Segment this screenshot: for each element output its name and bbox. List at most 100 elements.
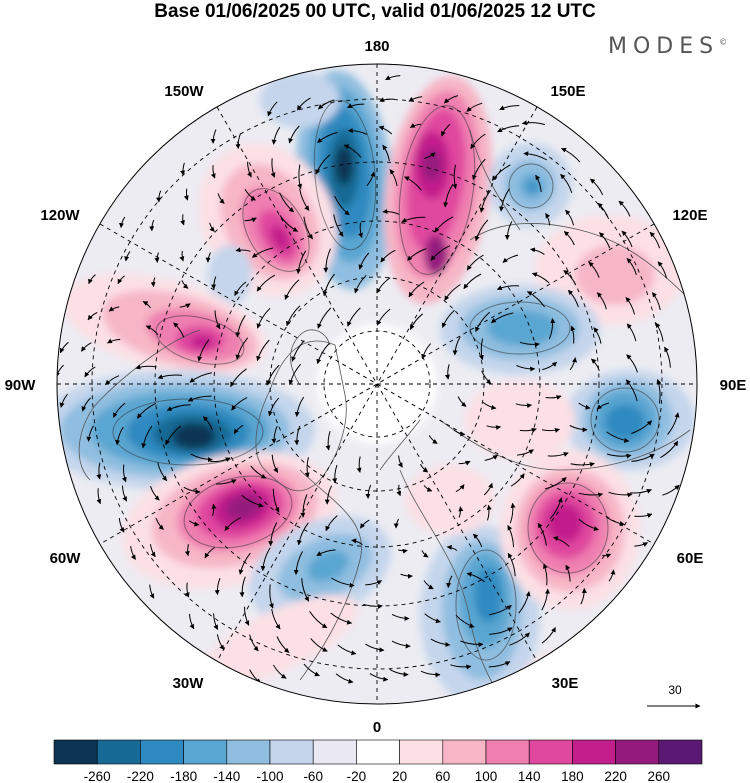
wind-arrow xyxy=(491,164,511,181)
wind-arrow xyxy=(304,457,310,478)
wind-arrow xyxy=(122,485,128,502)
wind-arrow xyxy=(424,152,436,159)
wind-arrow xyxy=(365,643,385,653)
wind-arrow xyxy=(288,125,300,144)
wind-arrow xyxy=(142,301,151,309)
wind-arrow xyxy=(530,247,545,255)
colorbar-cell xyxy=(312,739,357,765)
wind-arrow xyxy=(486,425,501,431)
wind-arrow xyxy=(463,273,482,290)
brand-mark: © xyxy=(719,37,728,47)
wind-arrow xyxy=(401,216,426,223)
wind-arrow xyxy=(593,327,602,344)
wind-arrow xyxy=(294,396,305,417)
wind-arrow xyxy=(409,123,422,128)
wind-arrow xyxy=(507,525,514,548)
wind-arrow xyxy=(596,292,607,310)
wind-arrow xyxy=(117,275,125,285)
wind-arrow xyxy=(256,339,270,362)
wind-arrow xyxy=(284,279,300,300)
wind-arrow xyxy=(588,261,600,278)
wind-arrow xyxy=(332,464,338,484)
wind-arrow xyxy=(268,584,274,609)
wind-arrow xyxy=(356,456,362,473)
wind-arrow xyxy=(660,440,679,459)
wind-arrow xyxy=(84,366,96,378)
wind-arrow xyxy=(489,604,512,616)
wind-arrow xyxy=(443,184,454,208)
lon-label-60e: 60E xyxy=(677,550,704,567)
wind-arrow xyxy=(184,582,190,598)
wind-arrow xyxy=(618,200,631,217)
wind-arrow xyxy=(443,95,459,104)
wind-arrow xyxy=(359,519,370,529)
wind-arrow xyxy=(484,454,499,461)
wind-arrow xyxy=(334,195,350,216)
wind-arrow xyxy=(496,285,520,290)
wind-arrow xyxy=(145,325,159,336)
wind-arrow xyxy=(333,214,344,237)
wind-arrow xyxy=(553,536,570,547)
wind-arrow xyxy=(389,669,409,677)
wind-arrow xyxy=(57,364,64,378)
anomaly-high-10w xyxy=(201,594,359,686)
colorbar: -260 -220 -180 -140 -100 -60 -20 20 60 100 140 180 2… xyxy=(53,739,703,783)
wind-arrow xyxy=(303,216,314,240)
wind-arrow xyxy=(363,603,383,609)
wind-arrow xyxy=(216,479,237,485)
wind-arrow xyxy=(149,486,160,501)
wind-arrow xyxy=(210,129,217,144)
wind-arrow xyxy=(625,379,638,402)
wind-arrow xyxy=(385,75,401,81)
wind-arrow xyxy=(391,613,410,621)
wind-arrow xyxy=(444,364,450,380)
wind-arrow xyxy=(599,232,611,249)
wind-arrow xyxy=(296,522,309,546)
wind-arrow xyxy=(358,252,370,270)
wind-arrow xyxy=(322,273,335,297)
wind-arrow xyxy=(486,504,492,521)
colorbar-cell xyxy=(96,739,141,765)
wind-arrow xyxy=(478,338,484,361)
wind-arrow xyxy=(288,363,301,385)
wind-arrow xyxy=(657,261,668,279)
wind-arrow xyxy=(202,416,213,431)
brand-name: MODES xyxy=(608,34,720,59)
wind-arrow xyxy=(450,664,472,670)
vector-scale: 30 xyxy=(647,683,701,709)
wind-arrow xyxy=(224,517,241,531)
lon-label-180: 180 xyxy=(364,38,389,55)
wind-arrow xyxy=(380,249,396,263)
wind-arrow xyxy=(396,484,402,497)
wind-arrow xyxy=(521,120,546,126)
wind-arrow xyxy=(516,364,536,372)
wind-arrow xyxy=(667,412,680,435)
wind-arrow xyxy=(105,375,120,386)
wind-arrow xyxy=(347,103,365,109)
wind-arrow xyxy=(656,379,662,404)
wind-arrow xyxy=(271,126,281,145)
wind-arrow xyxy=(488,661,511,668)
wind-arrow xyxy=(317,307,332,329)
wind-arrow xyxy=(230,368,247,388)
wind-arrow xyxy=(519,427,537,433)
contours xyxy=(112,99,660,661)
wind-arrow xyxy=(165,425,182,446)
wind-arrow xyxy=(409,313,424,330)
modes-logo: MODES© xyxy=(608,34,727,59)
anomaly-low-85e xyxy=(565,370,695,470)
wind-arrow xyxy=(234,281,247,297)
wind-arrow xyxy=(452,164,458,190)
map-disc xyxy=(57,64,697,704)
wind-arrow xyxy=(444,284,461,301)
wind-arrow xyxy=(570,325,576,344)
wind-arrow xyxy=(86,425,94,442)
wind-arrow xyxy=(455,484,465,493)
wind-arrow xyxy=(217,193,225,204)
wind-arrow xyxy=(474,219,489,242)
wind-arrow xyxy=(466,571,486,583)
wind-arrow xyxy=(423,580,434,590)
wind-arrow xyxy=(270,158,276,178)
wind-arrow xyxy=(107,338,121,344)
